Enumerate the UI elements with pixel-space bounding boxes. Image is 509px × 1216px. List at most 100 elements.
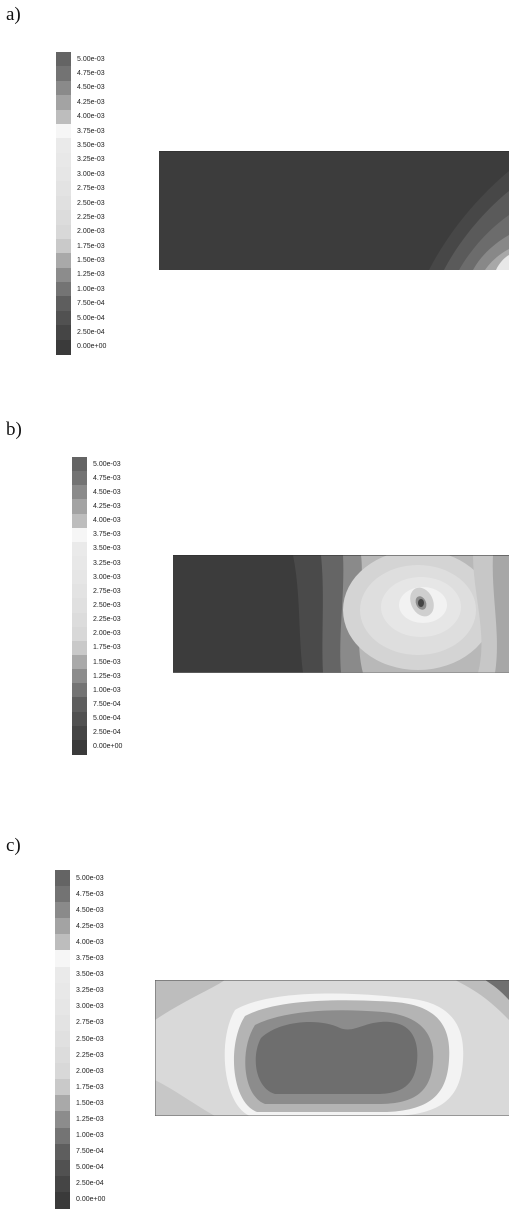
colorbar-swatch (56, 210, 71, 226)
colorbar-swatch (55, 1191, 70, 1209)
colorbar-swatch (55, 1063, 70, 1080)
colorbar-tick-label: 4.75e-03 (77, 70, 105, 78)
colorbar-tick-label: 1.00e-03 (76, 1132, 104, 1140)
colorbar-tick-label: 3.50e-03 (93, 545, 121, 553)
colorbar-swatch (55, 950, 70, 968)
contour-plot-c (155, 980, 509, 1116)
colorbar-swatch (72, 725, 87, 741)
colorbar-tick-label: 2.75e-03 (93, 587, 121, 595)
colorbar-swatch (56, 267, 71, 283)
colorbar-tick-label: 0.00e+00 (77, 343, 107, 351)
colorbar-tick-label: 2.50e-03 (77, 199, 105, 207)
colorbar-swatch (72, 669, 87, 684)
colorbar-swatch (55, 934, 70, 952)
colorbar-tick-label: 3.75e-03 (76, 955, 104, 963)
colorbar-tick-label: 4.50e-03 (93, 488, 121, 496)
colorbar-tick-label: 5.00e-03 (77, 55, 105, 63)
colorbar-tick-label: 5.00e-04 (77, 314, 105, 322)
colorbar-swatch (72, 541, 87, 557)
colorbar-tick-label: 1.50e-03 (93, 658, 121, 666)
colorbar-swatch (56, 123, 71, 139)
colorbar-tick-label: 7.50e-04 (93, 701, 121, 708)
colorbar-swatch (72, 640, 87, 656)
colorbar-swatch (56, 325, 71, 341)
colorbar-swatch (56, 195, 71, 211)
colorbar-swatch (72, 527, 87, 543)
colorbar-swatch (56, 238, 71, 254)
colorbar-tick-label: 4.75e-03 (76, 890, 104, 898)
colorbar-swatch (56, 253, 71, 269)
colorbar-tick-label: 4.25e-03 (77, 98, 105, 106)
colorbar-swatch (55, 886, 70, 903)
colorbar-tick-label: 1.50e-03 (77, 257, 105, 265)
colorbar-swatch (72, 711, 87, 727)
colorbar-swatch (72, 598, 87, 614)
colorbar-tick-label: 3.00e-03 (76, 1003, 104, 1011)
colorbar-tick-label: 2.25e-03 (77, 213, 105, 221)
colorbar-swatch (56, 224, 71, 240)
colorbar-tick-label: 1.00e-03 (93, 686, 121, 694)
colorbar-swatch (55, 1079, 70, 1096)
colorbar-swatch (55, 918, 70, 935)
panel-a: a) 5.00e-03 4.75e-03 4.50e-03 4.25e-03 4.00e… (0, 0, 509, 400)
colorbar-tick-label: 5.00e-04 (93, 715, 121, 723)
colorbar-swatch (72, 612, 87, 628)
colorbar-tick-label: 3.50e-03 (77, 141, 105, 149)
colorbar-swatch (55, 998, 70, 1016)
colorbar-tick-label: 4.00e-03 (77, 113, 105, 121)
colorbar-tick-label: 5.00e-03 (76, 874, 104, 882)
colorbar-a (56, 52, 71, 355)
colorbar-swatch (72, 499, 87, 515)
colorbar-swatch (72, 556, 87, 571)
colorbar-swatch (56, 95, 71, 111)
colorbar-swatch (55, 1127, 70, 1145)
colorbar-swatch (55, 1175, 70, 1193)
colorbar-tick-label: 4.25e-03 (76, 922, 104, 930)
colorbar-tick-label: 0.00e+00 (93, 743, 123, 751)
colorbar-tick-label: 1.75e-03 (93, 644, 121, 652)
colorbar-swatch (72, 584, 87, 600)
colorbar-swatch (56, 152, 71, 168)
colorbar-swatch (56, 109, 71, 125)
colorbar-tick-label: 7.50e-04 (76, 1148, 104, 1156)
colorbar-swatch (55, 966, 70, 984)
colorbar-tick-label: 3.50e-03 (76, 971, 104, 979)
colorbar-swatch (56, 80, 71, 96)
colorbar-swatch (55, 1111, 70, 1129)
colorbar-tick-label: 4.50e-03 (76, 906, 104, 914)
colorbar-tick-label: 1.75e-03 (77, 242, 105, 250)
colorbar-tick-label: 2.50e-04 (76, 1180, 104, 1188)
colorbar-tick-label: 3.25e-03 (93, 559, 121, 567)
colorbar-tick-label: 4.25e-03 (93, 503, 121, 510)
colorbar-tick-label: 1.75e-03 (76, 1083, 104, 1091)
colorbar-swatch (56, 52, 71, 67)
colorbar-swatch (55, 1014, 70, 1032)
colorbar-swatch (55, 1095, 70, 1113)
colorbar-swatch (55, 1143, 70, 1161)
colorbar-swatch (55, 1159, 70, 1177)
colorbar-tick-label: 7.50e-04 (77, 300, 105, 308)
colorbar-swatch (55, 902, 70, 919)
panel-b: b) 5.00e-03 4.75e-03 4.50e-03 4.25e-03 4.00e… (6, 419, 509, 755)
colorbar-swatch (56, 339, 71, 355)
colorbar-b (72, 457, 87, 755)
colorbar-tick-label: 1.25e-03 (76, 1115, 104, 1123)
colorbar-tick-label: 2.50e-04 (77, 328, 105, 336)
colorbar-tick-label: 1.50e-03 (76, 1099, 104, 1107)
colorbar-swatch (72, 626, 87, 642)
panel-label-a: a) (6, 4, 21, 25)
colorbar-swatch (55, 1047, 70, 1064)
panel-label-b: b) (6, 419, 22, 440)
colorbar-swatch (72, 485, 87, 501)
colorbar-tick-label: 4.50e-03 (77, 84, 105, 92)
colorbar-tick-label: 5.00e-04 (76, 1164, 104, 1172)
colorbar-swatch (72, 655, 87, 670)
panel-label-c: c) (6, 835, 21, 856)
colorbar-tick-label: 4.00e-03 (76, 938, 104, 946)
colorbar-swatch (56, 138, 71, 154)
colorbar-tick-label: 3.00e-03 (77, 170, 105, 178)
colorbar-tick-label: 1.25e-03 (93, 672, 121, 680)
colorbar-swatch (56, 282, 71, 298)
colorbar-tick-label: 2.25e-03 (93, 616, 121, 624)
